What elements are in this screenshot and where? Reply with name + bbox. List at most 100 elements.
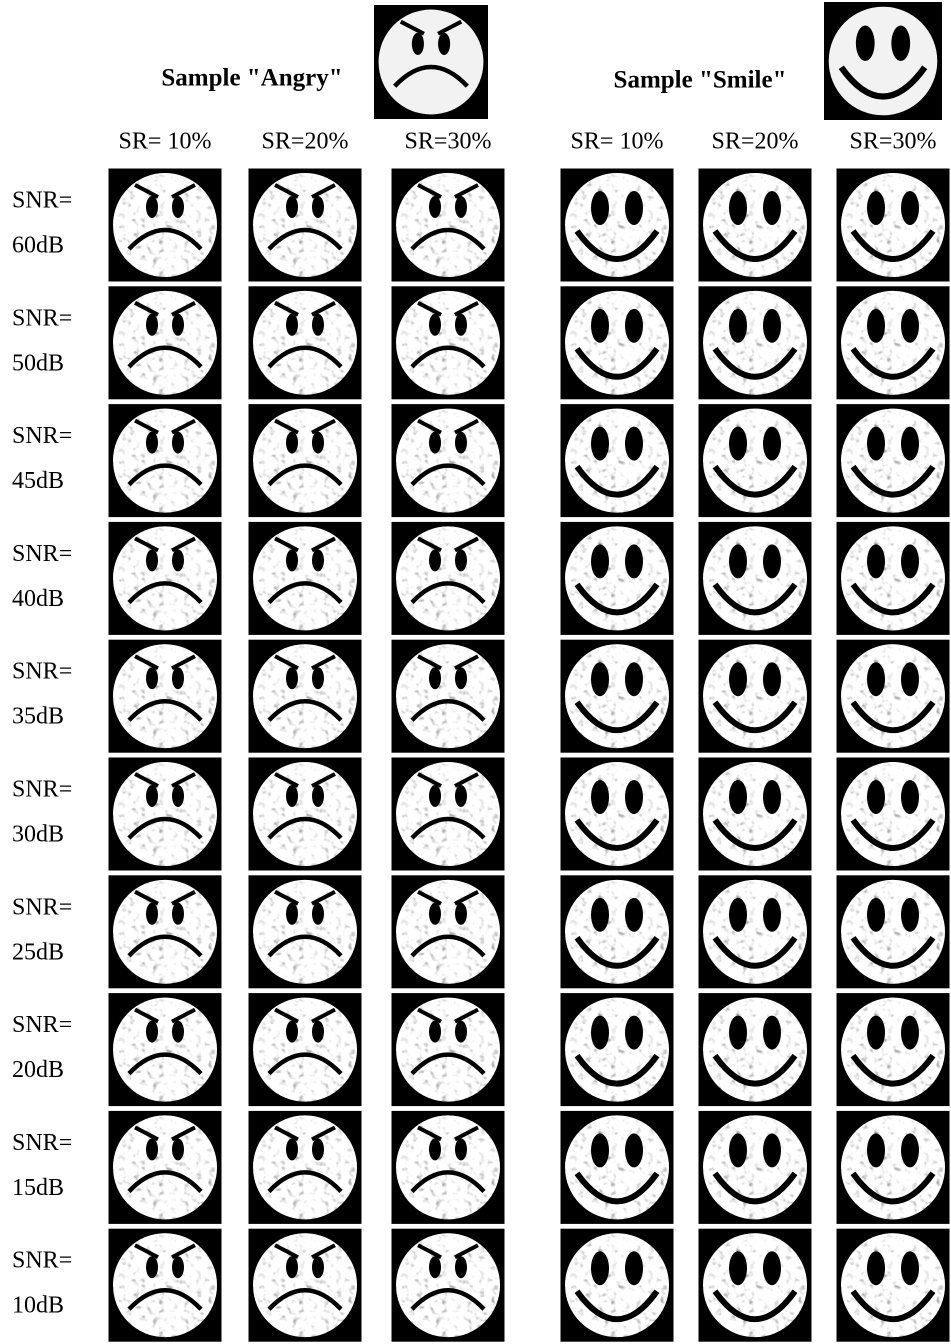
eye (312, 1021, 324, 1043)
eye (455, 1021, 467, 1043)
reconstructed-image (109, 1111, 222, 1224)
eye (867, 898, 885, 932)
reconstructed-image (561, 993, 674, 1106)
face (379, 10, 484, 115)
eye (146, 785, 158, 807)
eye (591, 427, 609, 461)
face-noise (113, 1233, 217, 1337)
eye (429, 1256, 441, 1278)
eye (729, 898, 747, 932)
column-label: SR= 10% (571, 129, 664, 155)
eye (286, 1256, 298, 1278)
reconstructed-image (699, 1111, 812, 1224)
reconstructed-image (392, 993, 505, 1106)
eye (286, 314, 298, 336)
row-label: SNR= (12, 659, 72, 685)
eye (455, 1138, 467, 1160)
eye (286, 785, 298, 807)
reconstructed-image (392, 404, 505, 517)
eye (429, 196, 441, 218)
eye (172, 1256, 184, 1278)
page: {"header": {"angry_title": "Sample \"Ang… (0, 0, 951, 1344)
reconstructed-image (699, 286, 812, 399)
reconstructed-image (249, 993, 362, 1106)
reconstructed-image (561, 1229, 674, 1342)
eye (146, 1138, 158, 1160)
eye (901, 1133, 919, 1167)
eye (172, 549, 184, 571)
row-label: 35dB (12, 704, 64, 730)
eye (867, 544, 885, 578)
eye (867, 1251, 885, 1285)
eye (429, 667, 441, 689)
eye (146, 667, 158, 689)
eye (312, 196, 324, 218)
reconstructed-image (837, 1229, 950, 1342)
eye (625, 662, 643, 696)
eye (729, 1133, 747, 1167)
eye (429, 785, 441, 807)
reconstructed-image (837, 522, 950, 635)
eye (429, 432, 441, 454)
face-noise (113, 644, 217, 748)
eye (312, 785, 324, 807)
eye (729, 427, 747, 461)
reconstructed-image (699, 758, 812, 871)
row-label: 40dB (12, 586, 64, 612)
reconstructed-image (561, 286, 674, 399)
eye (455, 1256, 467, 1278)
eye (891, 26, 910, 61)
reconstructed-image (837, 169, 950, 282)
reconstructed-image (837, 286, 950, 399)
eye (312, 667, 324, 689)
face-noise (396, 291, 500, 395)
eye (146, 314, 158, 336)
face-noise (253, 762, 357, 866)
face-noise (396, 644, 500, 748)
reconstructed-image (392, 522, 505, 635)
eye (856, 26, 875, 61)
sample-image (824, 2, 942, 120)
eye (312, 314, 324, 336)
face-noise (396, 880, 500, 984)
reconstructed-image (109, 286, 222, 399)
eye (729, 780, 747, 814)
eye (901, 1251, 919, 1285)
figure: Sample "Angry" Sample "Smile" SR= 10%SR=… (0, 0, 951, 1344)
eye (763, 309, 781, 343)
face-noise (253, 1233, 357, 1337)
reconstructed-image (392, 758, 505, 871)
eye (591, 309, 609, 343)
face-noise (113, 526, 217, 630)
eye (591, 780, 609, 814)
eye (172, 1021, 184, 1043)
reconstructed-image (837, 875, 950, 988)
eye (455, 432, 467, 454)
eye (172, 903, 184, 925)
reconstructed-image (837, 404, 950, 517)
eye (312, 1256, 324, 1278)
face-noise (253, 1115, 357, 1219)
reconstructed-image (109, 1229, 222, 1342)
eye (146, 903, 158, 925)
reconstructed-image (109, 993, 222, 1106)
reconstructed-image (109, 522, 222, 635)
eye (901, 309, 919, 343)
reconstructed-image (561, 169, 674, 282)
eye (429, 1021, 441, 1043)
angry-title: Sample "Angry" (161, 65, 342, 92)
face-noise (253, 173, 357, 277)
reconstructed-image (392, 1111, 505, 1224)
face-noise (253, 998, 357, 1102)
eye (429, 903, 441, 925)
face-noise (113, 762, 217, 866)
reconstructed-image (699, 169, 812, 282)
reconstructed-image (837, 758, 950, 871)
eye (591, 898, 609, 932)
eye (867, 427, 885, 461)
eye (412, 33, 424, 55)
reconstructed-image (837, 993, 950, 1106)
eye (312, 549, 324, 571)
reconstructed-image (699, 522, 812, 635)
reconstructed-image (392, 1229, 505, 1342)
